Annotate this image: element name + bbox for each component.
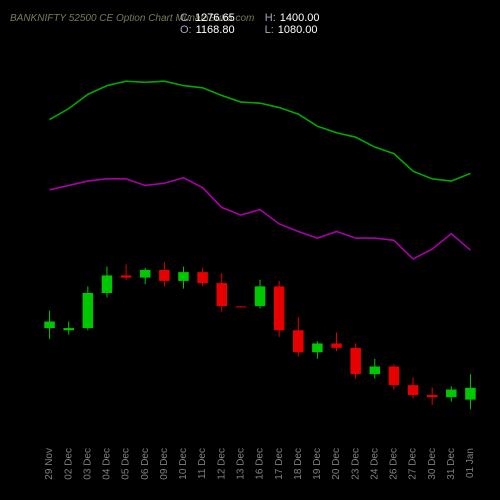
svg-text:23 Dec: 23 Dec bbox=[350, 448, 361, 480]
svg-text:13 Dec: 13 Dec bbox=[236, 448, 247, 480]
info-label: C: bbox=[180, 12, 191, 24]
chart-container: 29 Nov 02 Dec 03 Dec 04 Dec 05 Dec 06 Dec 09 D… bbox=[0, 0, 500, 500]
svg-text:02 Dec: 02 Dec bbox=[63, 448, 74, 480]
candlestick-chart: 29 Nov 02 Dec 03 Dec 04 Dec 05 Dec 06 Dec 09 D… bbox=[0, 0, 500, 500]
svg-text:24 Dec: 24 Dec bbox=[369, 448, 380, 480]
info-value: 1400.00 bbox=[280, 12, 320, 24]
info-label: O: bbox=[180, 24, 192, 36]
info-label: H: bbox=[265, 12, 276, 24]
info-value: 1080.00 bbox=[278, 24, 318, 36]
high-price: H: 1400.00 bbox=[265, 12, 320, 24]
ohlc-info: C: 1276.65 H: 1400.00 O: 1168.80 L: 1080… bbox=[180, 12, 320, 36]
info-label: L: bbox=[265, 24, 274, 36]
svg-text:05 Dec: 05 Dec bbox=[121, 448, 132, 480]
svg-text:29 Nov: 29 Nov bbox=[44, 448, 55, 480]
info-value: 1276.65 bbox=[195, 12, 235, 24]
svg-text:26 Dec: 26 Dec bbox=[389, 448, 400, 480]
svg-text:09 Dec: 09 Dec bbox=[159, 448, 170, 480]
svg-text:04 Dec: 04 Dec bbox=[102, 448, 113, 480]
svg-text:10 Dec: 10 Dec bbox=[178, 448, 189, 480]
svg-text:20 Dec: 20 Dec bbox=[331, 448, 342, 480]
open-price: O: 1168.80 bbox=[180, 24, 235, 36]
svg-text:19 Dec: 19 Dec bbox=[312, 448, 323, 480]
svg-text:16 Dec: 16 Dec bbox=[255, 448, 266, 480]
svg-text:06 Dec: 06 Dec bbox=[140, 448, 151, 480]
svg-text:11 Dec: 11 Dec bbox=[197, 448, 208, 479]
svg-text:01 Jan: 01 Jan bbox=[465, 448, 476, 478]
svg-text:12 Dec: 12 Dec bbox=[216, 448, 227, 480]
svg-text:31 Dec: 31 Dec bbox=[446, 448, 457, 480]
svg-text:18 Dec: 18 Dec bbox=[293, 448, 304, 480]
close-price: C: 1276.65 bbox=[180, 12, 235, 24]
info-value: 1168.80 bbox=[196, 24, 235, 36]
svg-text:17 Dec: 17 Dec bbox=[274, 448, 285, 480]
svg-text:03 Dec: 03 Dec bbox=[82, 448, 93, 480]
low-price: L: 1080.00 bbox=[265, 24, 318, 36]
svg-text:30 Dec: 30 Dec bbox=[427, 448, 438, 480]
svg-text:27 Dec: 27 Dec bbox=[408, 448, 419, 480]
